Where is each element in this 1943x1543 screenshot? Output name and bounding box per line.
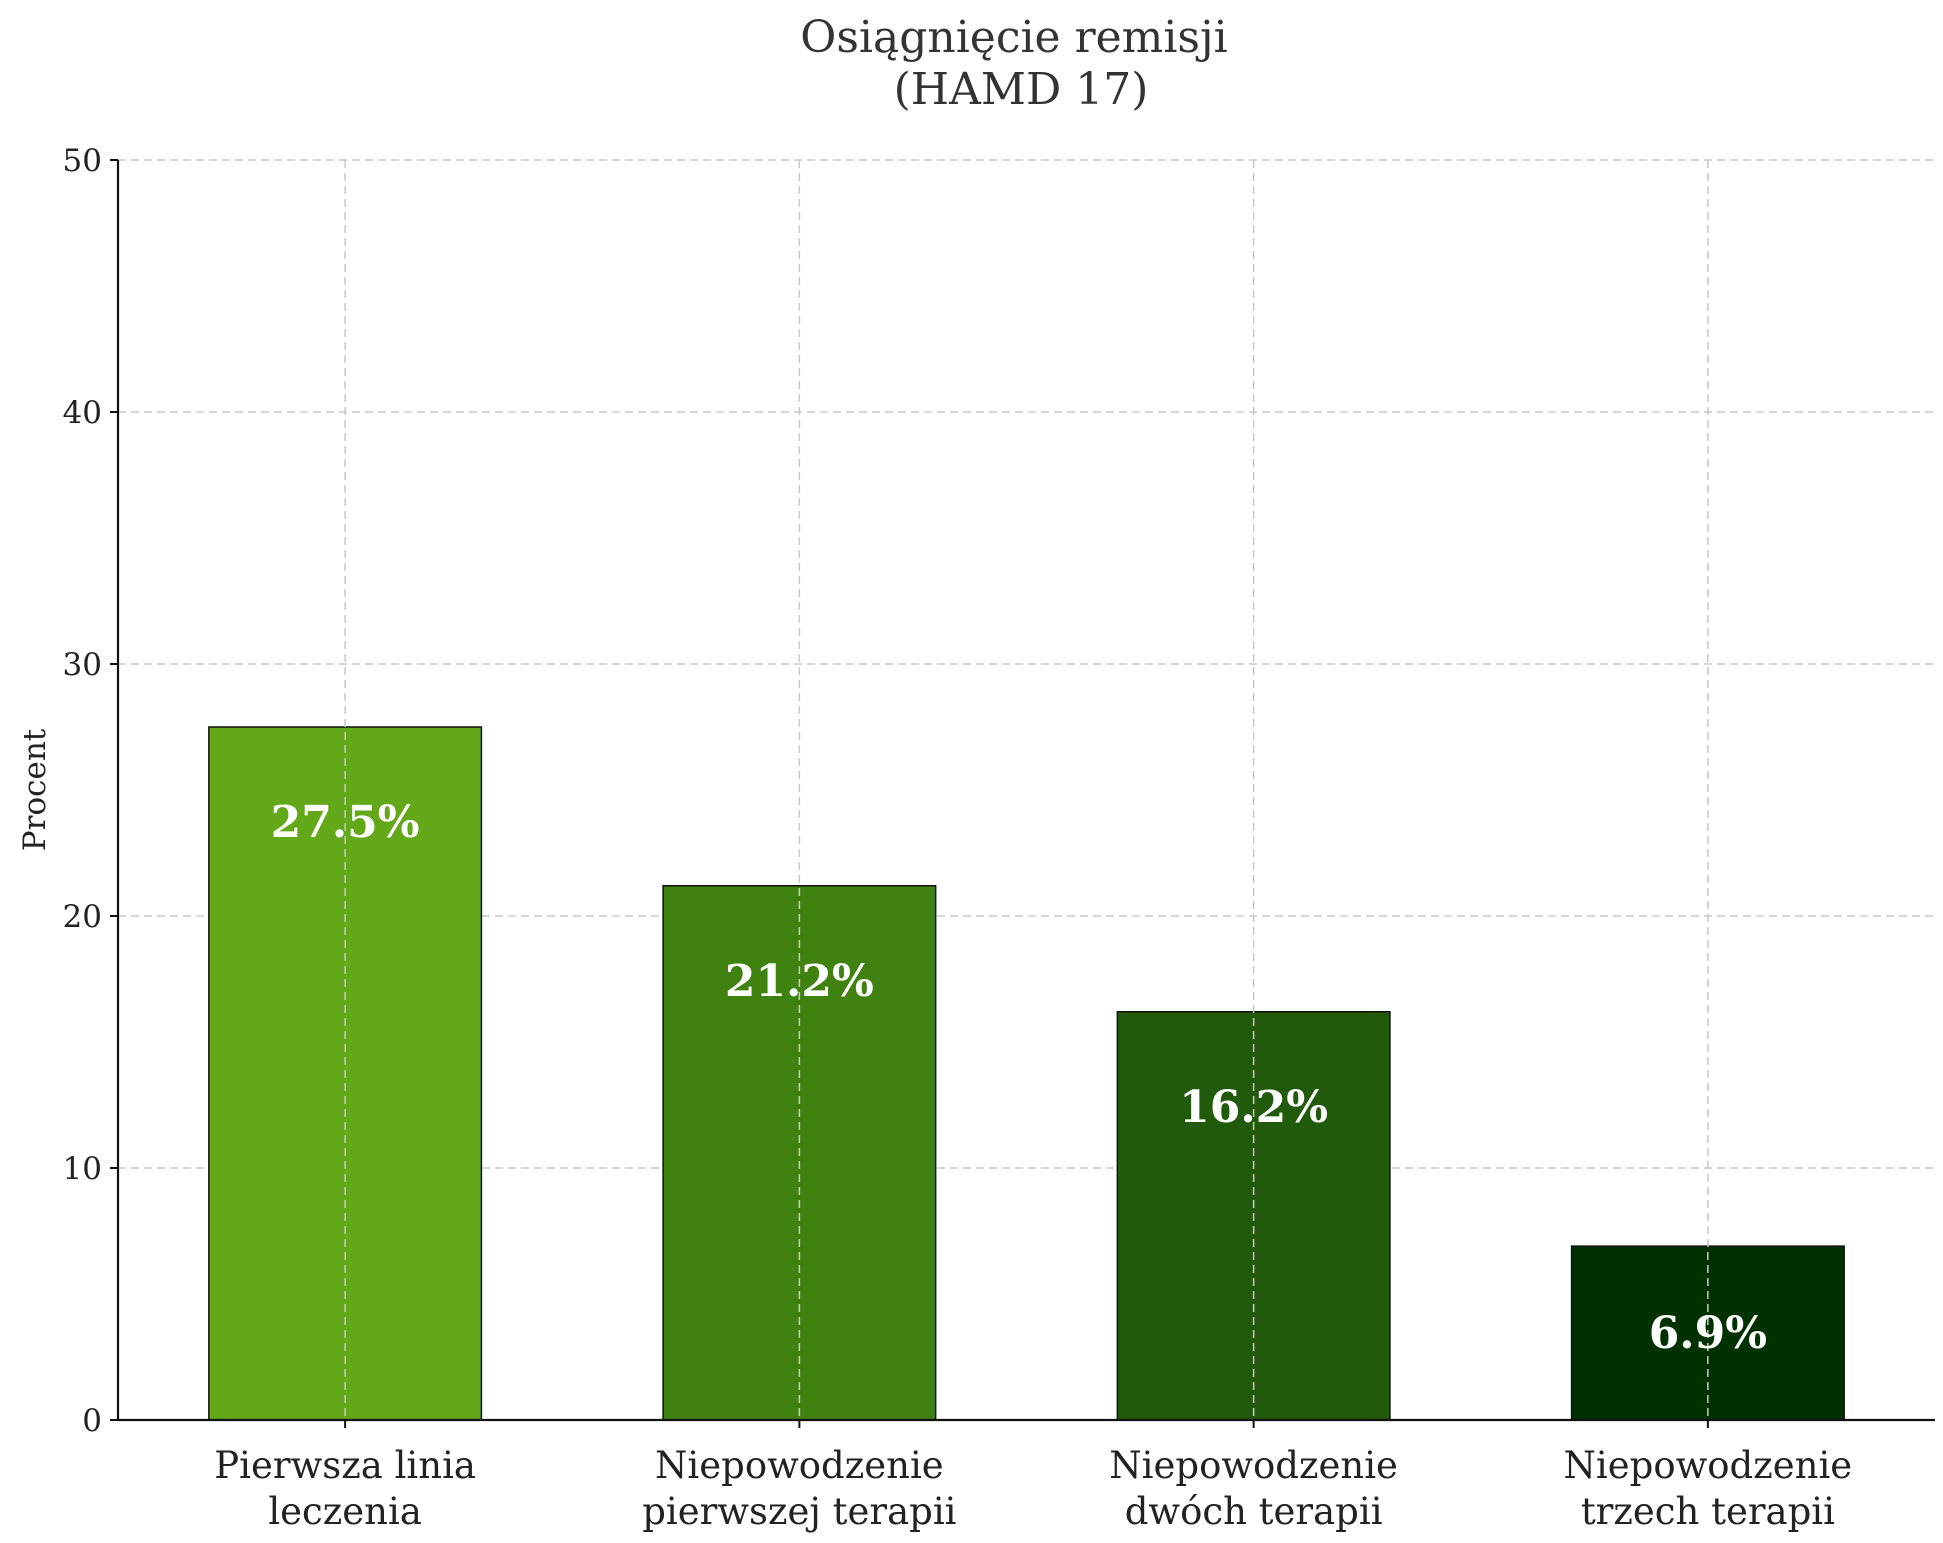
y-tick-label: 20 — [63, 899, 102, 935]
y-tick-label: 0 — [82, 1403, 102, 1439]
axes — [110, 159, 1935, 1428]
data-label: 21.2% — [725, 956, 874, 1007]
data-label: 16.2% — [1179, 1082, 1328, 1133]
x-tick-label: Niepowodzenie trzech terapii — [1564, 1444, 1853, 1533]
bars — [208, 160, 1845, 1421]
y-tick-label: 50 — [63, 143, 102, 179]
x-tick-label: Niepowodzenie dwóch terapii — [1109, 1444, 1398, 1533]
y-tick-label: 30 — [63, 647, 102, 683]
y-axis-label: Procent — [17, 728, 53, 851]
chart-title-line-1: Osiągnięcie remisji — [800, 12, 1227, 63]
x-tick-label: Pierwsza linia leczenia — [214, 1444, 476, 1533]
y-tick-label: 10 — [63, 1151, 102, 1187]
x-tick-label: Niepowodzenie pierwszej terapii — [642, 1444, 956, 1533]
labels: 0 10 20 30 40 50 Pierwsza linia leczenia 27.5% Ni… — [63, 143, 1853, 1533]
data-label: 6.9% — [1649, 1308, 1767, 1359]
data-label: 27.5% — [271, 797, 420, 848]
chart-title-line-2: (HAMD 17) — [894, 64, 1149, 115]
y-tick-label: 40 — [63, 395, 102, 431]
chart-title: Osiągnięcie remisji (HAMD 17) — [800, 12, 1241, 115]
